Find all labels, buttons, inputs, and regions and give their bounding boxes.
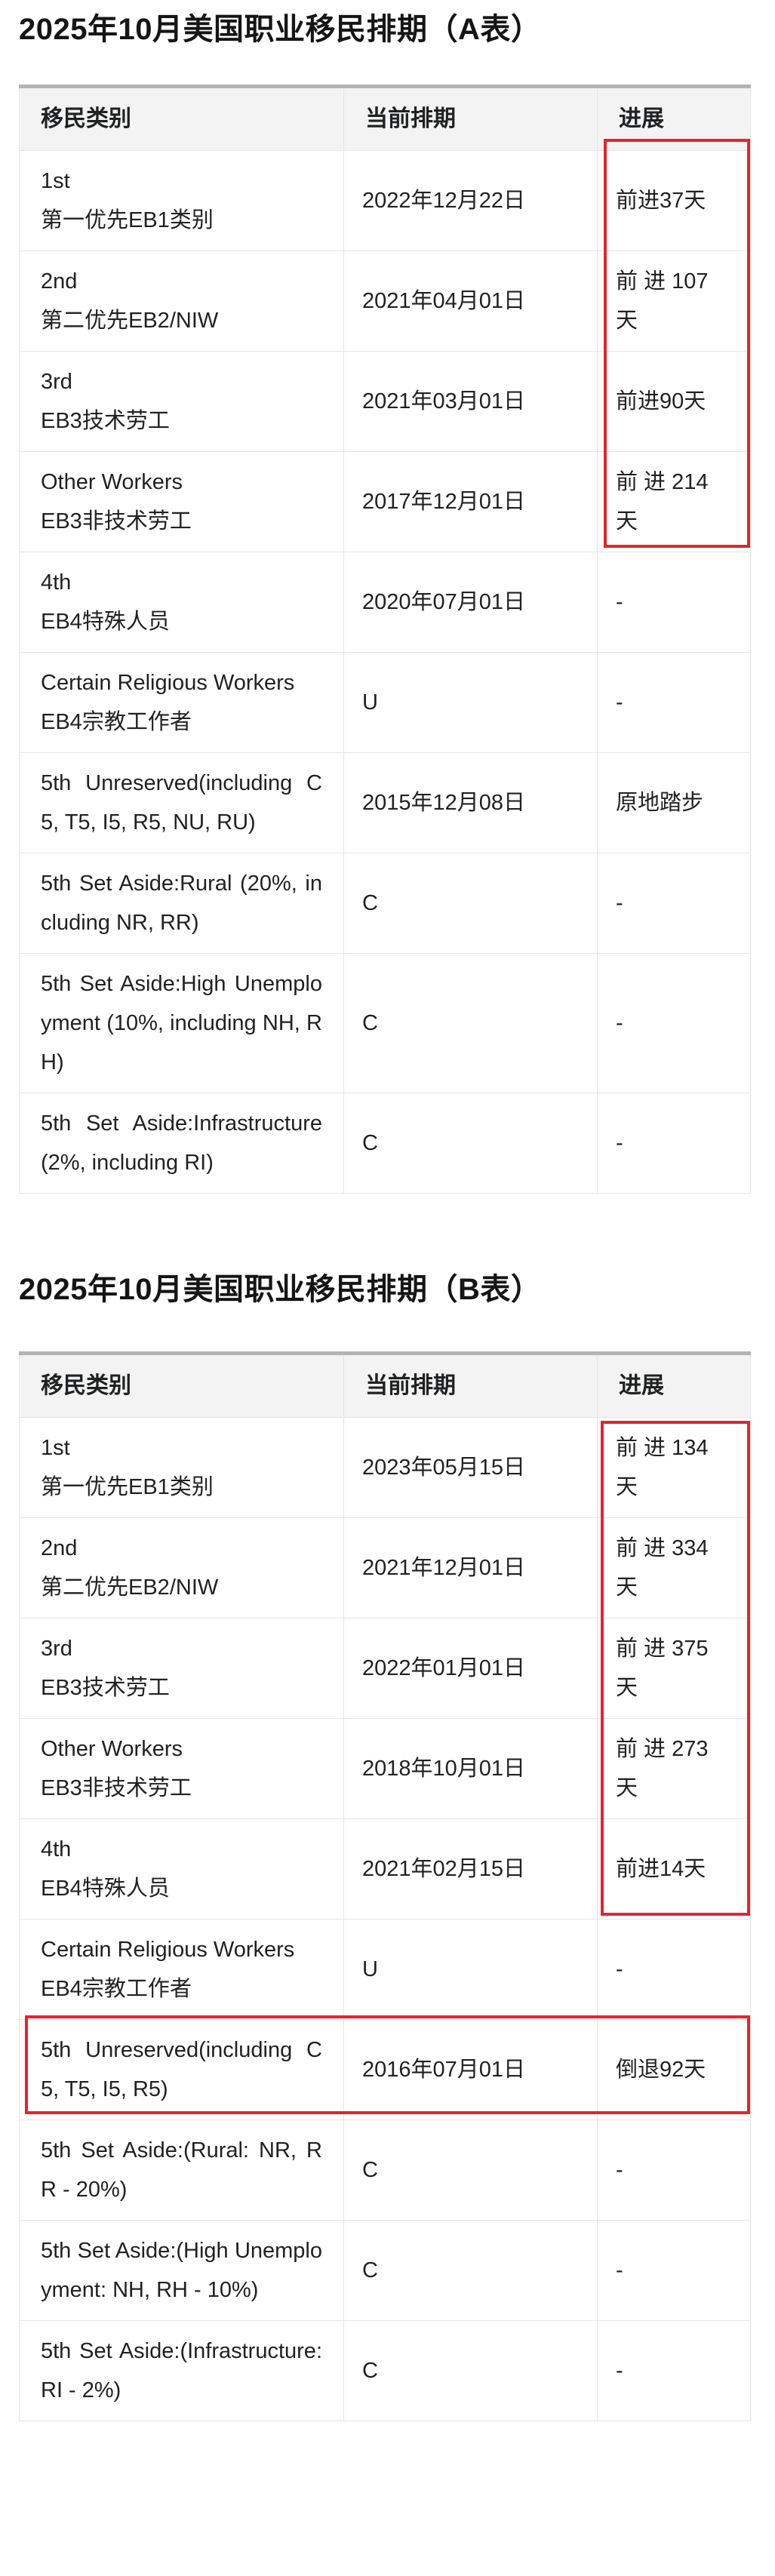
cell-progress: - bbox=[597, 652, 751, 753]
cell-progress: 前 进 273 天 bbox=[597, 1718, 751, 1819]
cell-date: 2021年12月01日 bbox=[343, 1517, 598, 1618]
cell-progress: 前 进 375 天 bbox=[597, 1618, 751, 1719]
cell-date: U bbox=[343, 1919, 598, 2020]
cell-progress: - bbox=[597, 1093, 751, 1194]
cell-category: 5th Set Aside:High Unemployment (10%, in… bbox=[19, 953, 344, 1093]
column-header-progress: 进展 bbox=[597, 1353, 751, 1418]
cell-progress: 前进14天 bbox=[597, 1818, 751, 1920]
table-row: Certain Religious Workers EB4宗教工作者 U - bbox=[19, 652, 751, 753]
cell-progress: 前进90天 bbox=[597, 351, 751, 452]
cell-progress: 前 进 214 天 bbox=[597, 451, 751, 552]
table-header-row: 移民类别 当前排期 进展 bbox=[19, 1353, 751, 1418]
cell-progress: 原地踏步 bbox=[597, 752, 751, 853]
table-row: Other Workers EB3非技术劳工 2018年10月01日前 进 273… bbox=[19, 1718, 751, 1819]
column-header-category: 移民类别 bbox=[19, 1353, 344, 1418]
cell-date: C bbox=[343, 2220, 598, 2321]
table-a-title: 2025年10月美国职业移民排期（A表） bbox=[19, 13, 542, 46]
cell-category: 5th Set Aside:(High Unemployment: NH, RH… bbox=[19, 2220, 344, 2321]
table-row: 2nd 第二优先EB2/NIW 2021年12月01日前 进 334 天 bbox=[19, 1517, 751, 1618]
cell-progress: - bbox=[597, 853, 751, 954]
cell-category: 5th Set Aside:Rural (20%, including NR, … bbox=[19, 853, 344, 954]
cell-progress: 前 进 107 天 bbox=[597, 251, 751, 352]
cell-category: 4th EB4特殊人员 bbox=[19, 1818, 344, 1920]
table-row: 1st 第一优先EB1类别 2022年12月22日 前进37天 bbox=[19, 150, 751, 251]
cell-date: C bbox=[343, 953, 598, 1093]
table-row: 4th EB4特殊人员 2021年02月15日 前进14天 bbox=[19, 1818, 751, 1920]
cell-category: 1st 第一优先EB1类别 bbox=[19, 150, 344, 251]
cell-date: 2022年12月22日 bbox=[343, 150, 598, 251]
table-row: 5th Set Aside:(Rural: NR, RR - 20%) C - bbox=[19, 2120, 751, 2221]
table-row: 5th Set Aside:(High Unemployment: NH, RH… bbox=[19, 2220, 751, 2321]
cell-date: 2020年07月01日 bbox=[343, 552, 598, 653]
cell-date: 2018年10月01日 bbox=[343, 1718, 598, 1819]
cell-progress: - bbox=[597, 552, 751, 653]
cell-date: U bbox=[343, 652, 598, 753]
cell-category: 2nd 第二优先EB2/NIW bbox=[19, 251, 344, 352]
cell-category: 1st 第一优先EB1类别 bbox=[19, 1417, 344, 1518]
cell-category: Other Workers EB3非技术劳工 bbox=[19, 1718, 344, 1819]
cell-progress: - bbox=[597, 2120, 751, 2221]
table-row: 4th EB4特殊人员 2020年07月01日 - bbox=[19, 552, 751, 653]
column-header-progress: 进展 bbox=[597, 86, 751, 151]
cell-progress: - bbox=[597, 1919, 751, 2020]
table-row: 5th Unreserved(including C5, T5, I5, R5,… bbox=[19, 752, 751, 853]
table-row: 5th Set Aside:Rural (20%, including NR, … bbox=[19, 853, 751, 954]
table-row: 2nd 第二优先EB2/NIW 2021年04月01日前 进 107 天 bbox=[19, 251, 751, 352]
cell-category: Certain Religious Workers EB4宗教工作者 bbox=[19, 1919, 344, 2020]
cell-category: 5th Set Aside:(Rural: NR, RR - 20%) bbox=[19, 2120, 344, 2221]
column-header-current-date: 当前排期 bbox=[343, 86, 598, 151]
table-row: 1st 第一优先EB1类别 2023年05月15日前 进 134 天 bbox=[19, 1417, 751, 1518]
visa-bulletin-table-b: 移民类别 当前排期 进展 1st 第一优先EB1类别 2023年05月15日前 进… bbox=[19, 1351, 751, 2421]
cell-category: 5th Unreserved(including C5, T5, I5, R5) bbox=[19, 2019, 344, 2120]
table-row: Other Workers EB3非技术劳工 2017年12月01日前 进 214… bbox=[19, 451, 751, 552]
cell-progress: - bbox=[597, 2320, 751, 2421]
cell-date: 2022年01月01日 bbox=[343, 1618, 598, 1719]
cell-date: C bbox=[343, 853, 598, 954]
table-row: 5th Set Aside:Infrastructure (2%, includ… bbox=[19, 1093, 751, 1194]
cell-progress: - bbox=[597, 953, 751, 1093]
cell-category: 5th Set Aside:(Infrastructure: RI - 2%) bbox=[19, 2320, 344, 2421]
column-header-current-date: 当前排期 bbox=[343, 1353, 598, 1418]
table-b-title: 2025年10月美国职业移民排期（B表） bbox=[19, 1273, 542, 1306]
cell-date: 2023年05月15日 bbox=[343, 1417, 598, 1518]
cell-category: 2nd 第二优先EB2/NIW bbox=[19, 1517, 344, 1618]
cell-date: C bbox=[343, 2120, 598, 2221]
table-row: 5th Set Aside:High Unemployment (10%, in… bbox=[19, 953, 751, 1093]
cell-category: 3rd EB3技术劳工 bbox=[19, 351, 344, 452]
table-row: 5th Unreserved(including C5, T5, I5, R5)… bbox=[19, 2019, 751, 2120]
table-row: 5th Set Aside:(Infrastructure: RI - 2%) C… bbox=[19, 2320, 751, 2421]
cell-progress: 倒退92天 bbox=[597, 2019, 751, 2120]
cell-date: C bbox=[343, 2320, 598, 2421]
cell-date: 2021年04月01日 bbox=[343, 251, 598, 352]
visa-bulletin-table-a: 移民类别 当前排期 进展 1st 第一优先EB1类别 2022年12月22日 前进3… bbox=[19, 85, 751, 1194]
cell-date: 2021年02月15日 bbox=[343, 1818, 598, 1920]
cell-date: 2021年03月01日 bbox=[343, 351, 598, 452]
table-row: 3rd EB3技术劳工 2021年03月01日 前进90天 bbox=[19, 351, 751, 452]
cell-category: Certain Religious Workers EB4宗教工作者 bbox=[19, 652, 344, 753]
cell-date: C bbox=[343, 1093, 598, 1194]
cell-category: 5th Set Aside:Infrastructure (2%, includ… bbox=[19, 1093, 344, 1194]
cell-category: 3rd EB3技术劳工 bbox=[19, 1618, 344, 1719]
table-row: 3rd EB3技术劳工 2022年01月01日前 进 375 天 bbox=[19, 1618, 751, 1719]
table-header-row: 移民类别 当前排期 进展 bbox=[19, 86, 751, 151]
cell-category: 5th Unreserved(including C5, T5, I5, R5,… bbox=[19, 752, 344, 853]
cell-category: 4th EB4特殊人员 bbox=[19, 552, 344, 653]
cell-category: Other Workers EB3非技术劳工 bbox=[19, 451, 344, 552]
cell-date: 2017年12月01日 bbox=[343, 451, 598, 552]
visa-bulletin-page: 2025年10月美国职业移民排期（A表） 移民类别 当前排期 进展 1st 第一… bbox=[0, 9, 775, 2421]
cell-date: 2016年07月01日 bbox=[343, 2019, 598, 2120]
cell-progress: 前 进 334 天 bbox=[597, 1517, 751, 1618]
cell-date: 2015年12月08日 bbox=[343, 752, 598, 853]
table-row: Certain Religious Workers EB4宗教工作者 U - bbox=[19, 1919, 751, 2020]
column-header-category: 移民类别 bbox=[19, 86, 344, 151]
cell-progress: - bbox=[597, 2220, 751, 2321]
cell-progress: 前 进 134 天 bbox=[597, 1417, 751, 1518]
cell-progress: 前进37天 bbox=[597, 150, 751, 251]
